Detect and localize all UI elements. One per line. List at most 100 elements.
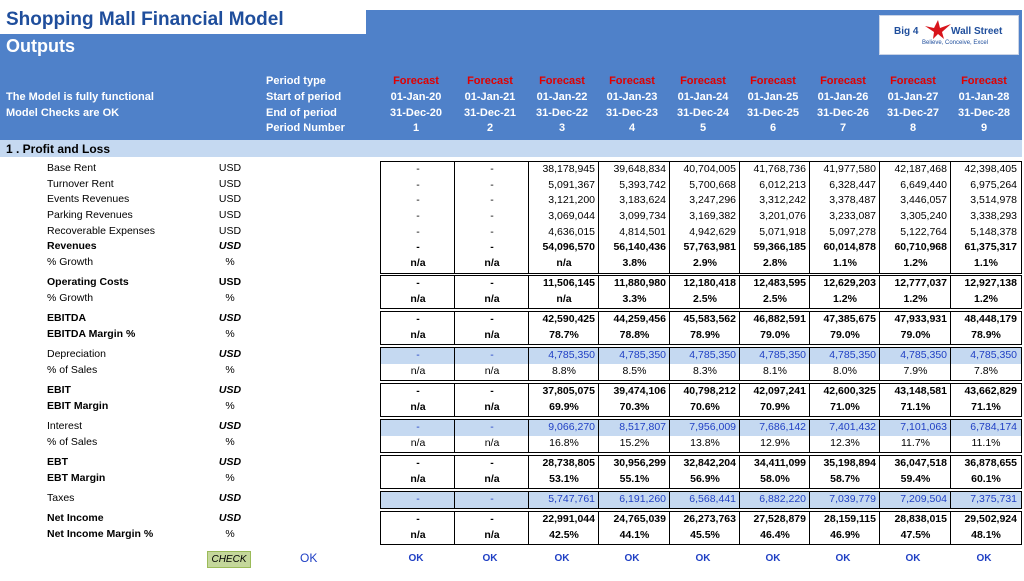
table-cell: - bbox=[416, 493, 420, 505]
table-cell: 4,636,015 bbox=[548, 226, 595, 238]
table-cell: - bbox=[490, 457, 494, 469]
row-label: % of Sales bbox=[47, 364, 98, 376]
column-divider bbox=[950, 384, 951, 416]
table-cell: 4,814,501 bbox=[619, 226, 666, 238]
table-cell: 3,169,382 bbox=[689, 210, 736, 222]
table-cell: 3,378,487 bbox=[829, 194, 876, 206]
table-cell: 2.8% bbox=[763, 257, 787, 269]
check-ok-9: OK bbox=[976, 553, 992, 564]
table-cell: 42,187,468 bbox=[894, 163, 947, 175]
column-divider bbox=[809, 276, 810, 308]
period-start-3: 01-Jan-22 bbox=[536, 91, 588, 103]
row-unit: % bbox=[225, 472, 235, 484]
period-type-2: Forecast bbox=[467, 75, 513, 87]
table-cell: - bbox=[416, 421, 420, 433]
table-cell: 4,785,350 bbox=[900, 349, 947, 361]
period-num-5: 5 bbox=[699, 122, 707, 134]
table-cell: 8.5% bbox=[622, 365, 647, 377]
period-num-9: 9 bbox=[980, 122, 988, 134]
header-band-left bbox=[0, 34, 366, 60]
shaded-row-band bbox=[381, 348, 1021, 364]
column-divider bbox=[528, 312, 529, 344]
table-cell: 28,738,805 bbox=[542, 457, 595, 469]
table-cell: n/a bbox=[556, 257, 572, 269]
table-cell: 36,047,518 bbox=[894, 457, 947, 469]
column-divider bbox=[950, 492, 951, 508]
column-divider bbox=[950, 162, 951, 273]
period-num-6: 6 bbox=[769, 122, 777, 134]
table-cell: 5,393,742 bbox=[619, 179, 666, 191]
table-cell: n/a bbox=[484, 529, 500, 541]
column-divider bbox=[598, 384, 599, 416]
table-cell: 60,710,968 bbox=[894, 241, 947, 253]
table-cell: 22,991,044 bbox=[542, 513, 595, 525]
table-cell: 3,305,240 bbox=[900, 210, 947, 222]
table-cell: 61,375,317 bbox=[964, 241, 1017, 253]
model-title: Shopping Mall Financial Model bbox=[6, 9, 284, 30]
row-unit: % bbox=[225, 328, 235, 340]
table-cell: - bbox=[490, 385, 494, 397]
table-cell: 3,201,076 bbox=[759, 210, 806, 222]
table-cell: 3,183,624 bbox=[619, 194, 666, 206]
table-cell: 59.4% bbox=[900, 473, 931, 485]
table-cell: n/a bbox=[410, 365, 426, 377]
period-type-9: Forecast bbox=[961, 75, 1007, 87]
column-divider bbox=[809, 512, 810, 544]
table-cell: - bbox=[490, 493, 494, 505]
column-divider bbox=[454, 312, 455, 344]
value-group: - - 4,785,350 4,785,350 4,785,350 4,785,350 4,… bbox=[380, 347, 1022, 381]
column-divider bbox=[454, 162, 455, 273]
column-divider bbox=[528, 384, 529, 416]
table-cell: 57,763,981 bbox=[683, 241, 736, 253]
shaded-row-band bbox=[381, 420, 1021, 436]
table-cell: 5,071,918 bbox=[759, 226, 806, 238]
table-cell: 11.7% bbox=[901, 437, 930, 449]
column-divider bbox=[528, 276, 529, 308]
table-cell: 12,927,138 bbox=[964, 277, 1017, 289]
column-divider bbox=[454, 420, 455, 452]
table-cell: 1.2% bbox=[974, 293, 998, 305]
table-cell: n/a bbox=[410, 329, 426, 341]
table-cell: - bbox=[416, 277, 420, 289]
logo-tagline: Believe, Conceive, Excel bbox=[922, 40, 989, 46]
row-label: Operating Costs bbox=[47, 276, 129, 288]
row-label: % of Sales bbox=[47, 436, 98, 448]
period-num-7: 7 bbox=[839, 122, 847, 134]
check-button[interactable]: CHECK bbox=[207, 551, 251, 568]
column-divider bbox=[454, 456, 455, 488]
table-cell: 3,121,200 bbox=[548, 194, 595, 206]
table-cell: - bbox=[490, 163, 494, 175]
table-cell: 4,785,350 bbox=[970, 349, 1017, 361]
table-cell: 43,148,581 bbox=[894, 385, 947, 397]
logo-text-left: Big 4 bbox=[894, 26, 919, 37]
table-cell: 47,933,931 bbox=[894, 313, 947, 325]
period-num-2: 2 bbox=[486, 122, 494, 134]
table-cell: 42,398,405 bbox=[964, 163, 1017, 175]
period-end-8: 31-Dec-27 bbox=[887, 107, 939, 119]
table-cell: 2.9% bbox=[693, 257, 717, 269]
column-divider bbox=[454, 384, 455, 416]
row-label: Interest bbox=[47, 420, 83, 432]
table-cell: 7,956,009 bbox=[689, 421, 736, 433]
column-divider bbox=[809, 312, 810, 344]
table-cell: 60,014,878 bbox=[823, 241, 876, 253]
value-group: - - 28,738,805 30,956,299 32,842,204 34,411,0… bbox=[380, 455, 1022, 489]
table-cell: 34,411,099 bbox=[754, 457, 806, 469]
row-unit: USD bbox=[218, 384, 242, 396]
table-cell: 4,942,629 bbox=[689, 226, 736, 238]
column-divider bbox=[528, 162, 529, 273]
table-cell: 6,568,441 bbox=[689, 493, 736, 505]
table-cell: n/a bbox=[484, 257, 500, 269]
table-cell: - bbox=[416, 385, 420, 397]
column-divider bbox=[669, 456, 670, 488]
row-label: Recoverable Expenses bbox=[47, 225, 155, 237]
table-cell: 6,784,174 bbox=[970, 421, 1017, 433]
column-divider bbox=[598, 348, 599, 380]
table-cell: - bbox=[416, 457, 420, 469]
table-cell: 78.9% bbox=[690, 329, 720, 341]
page-subtitle: Outputs bbox=[6, 36, 75, 56]
table-cell: 8.0% bbox=[833, 365, 857, 377]
table-cell: - bbox=[490, 277, 494, 289]
column-divider bbox=[669, 348, 670, 380]
column-divider bbox=[598, 456, 599, 488]
